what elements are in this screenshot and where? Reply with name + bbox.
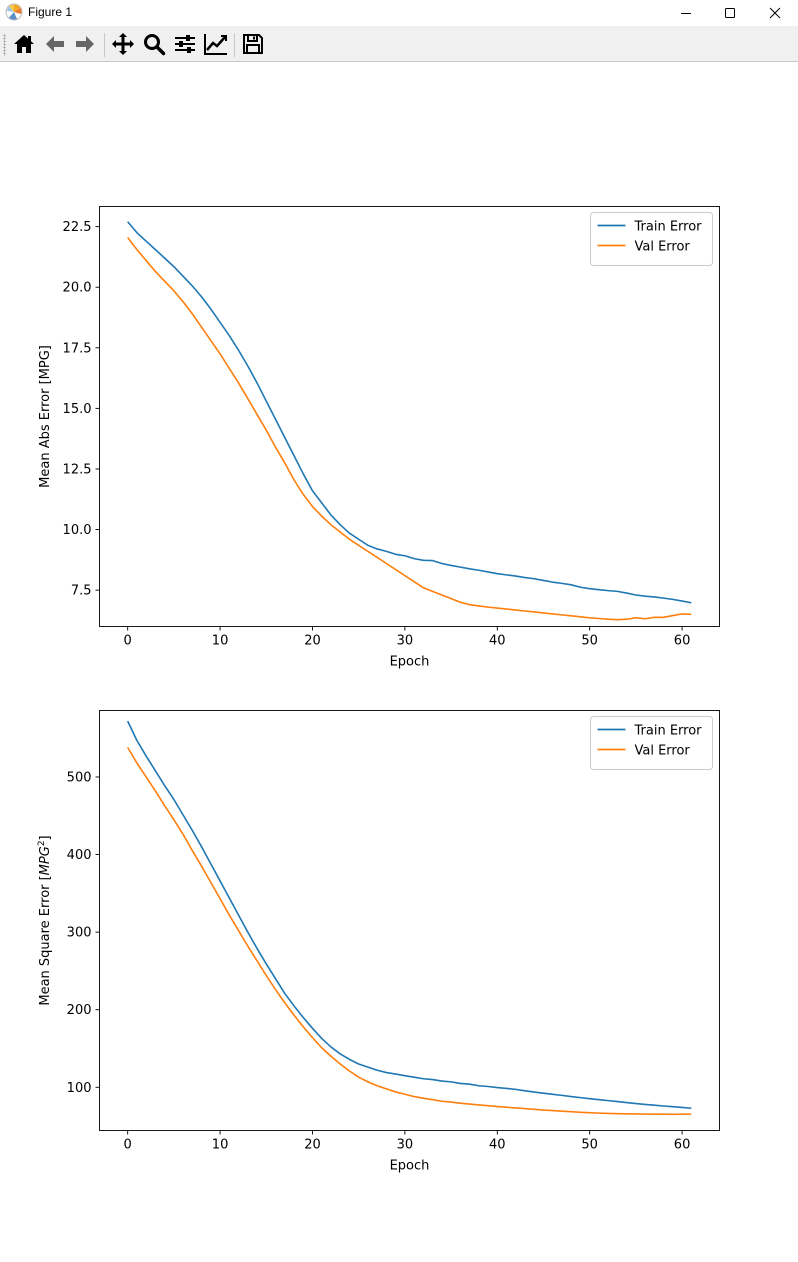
y-axis-label-suffix: ] xyxy=(38,835,53,840)
y-tick-label: 200 xyxy=(67,1003,92,1018)
axes-frame xyxy=(99,710,720,1131)
y-axis-label-math: MPG xyxy=(38,846,53,875)
line-chart-icon xyxy=(204,34,227,55)
y-tick-label: 22.5 xyxy=(63,220,92,235)
matplotlib-logo-icon xyxy=(5,3,23,21)
y-tick-label: 100 xyxy=(67,1081,92,1096)
search-icon xyxy=(144,34,166,56)
close-icon xyxy=(769,7,781,19)
edit-axis-button[interactable] xyxy=(202,30,230,58)
series-line-train-error xyxy=(127,221,692,604)
subplot-2: 0 10 20 30 40 50 60 100 200 300 400 500 Epoch Mean Sq… xyxy=(37,710,720,1174)
y-tick-label: 400 xyxy=(67,848,92,863)
legend: Train Error Val Error xyxy=(590,716,713,770)
legend-label: Val Error xyxy=(635,240,691,255)
x-axis-label: Epoch xyxy=(390,1159,430,1174)
x-tick-label: 60 xyxy=(674,634,691,649)
navigation-toolbar xyxy=(0,26,798,62)
y-tick-label: 12.5 xyxy=(63,462,92,477)
move-icon xyxy=(112,33,134,55)
toolbar-separator xyxy=(234,33,235,57)
y-axis-label-superscript: 2 xyxy=(37,840,47,846)
figure-canvas: 0 10 20 30 40 50 607.510.012.515.017.520.022.5… xyxy=(37,206,720,1174)
axes-frame xyxy=(99,206,720,627)
x-tick-label: 20 xyxy=(304,1138,321,1153)
subplot-1: 0 10 20 30 40 50 60 7.5 10.0 12.5 15.0 17.5 20.0 22.5… xyxy=(38,206,720,670)
toolbar-grip[interactable] xyxy=(3,34,6,56)
pan-button[interactable] xyxy=(109,30,137,58)
series-line-train-error xyxy=(126,720,692,1110)
x-tick-label: 0 xyxy=(124,634,132,649)
toolbar-separator xyxy=(104,33,105,57)
y-tick-label: 15.0 xyxy=(63,402,92,417)
home-icon xyxy=(14,35,34,53)
y-tick-label: 7.5 xyxy=(71,584,92,599)
back-button[interactable] xyxy=(41,30,69,58)
y-tick-label: 500 xyxy=(67,770,92,785)
x-tick-label: 40 xyxy=(489,634,506,649)
sliders-icon xyxy=(175,35,195,53)
window-title: Figure 1 xyxy=(28,5,73,19)
zoom-button[interactable] xyxy=(140,30,168,58)
legend-label: Train Error xyxy=(634,724,703,739)
legend: Train Error Val Error xyxy=(590,212,713,266)
x-axis-label: Epoch xyxy=(390,655,430,670)
save-button[interactable] xyxy=(239,30,267,58)
x-tick-label: 60 xyxy=(674,1138,691,1153)
legend-label: Val Error xyxy=(635,744,691,759)
y-axis-label: Mean Abs Error [MPG] xyxy=(38,345,53,488)
home-button[interactable] xyxy=(10,30,38,58)
minimize-button[interactable] xyxy=(664,0,708,26)
x-tick-label: 20 xyxy=(304,634,321,649)
y-tick-label: 300 xyxy=(67,926,92,941)
configure-subplots-button[interactable] xyxy=(171,30,199,58)
x-tick-label: 30 xyxy=(397,634,414,649)
x-tick-label: 50 xyxy=(581,1138,598,1153)
close-button[interactable] xyxy=(753,0,797,26)
legend-label: Train Error xyxy=(634,220,703,235)
maximize-button[interactable] xyxy=(708,0,752,26)
series-line-val-error xyxy=(127,237,692,621)
y-axis-label: Mean Square Error [MPG2] xyxy=(37,835,53,1005)
arrow-left-icon xyxy=(46,36,64,52)
arrow-right-icon xyxy=(76,36,94,52)
y-tick-label: 17.5 xyxy=(63,341,92,356)
maximize-icon xyxy=(725,8,735,18)
series-line-val-error xyxy=(126,747,692,1116)
x-tick-label: 10 xyxy=(212,1138,229,1153)
x-tick-label: 40 xyxy=(489,1138,506,1153)
minimize-icon xyxy=(681,13,691,14)
title-bar: Figure 1 xyxy=(0,0,798,26)
x-tick-label: 30 xyxy=(397,1138,414,1153)
x-tick-label: 10 xyxy=(212,634,229,649)
y-tick-label: 10.0 xyxy=(63,523,92,538)
y-axis-label-prefix: Mean Square Error [ xyxy=(38,875,53,1005)
forward-button[interactable] xyxy=(71,30,99,58)
x-tick-label: 50 xyxy=(581,634,598,649)
y-tick-label: 20.0 xyxy=(63,281,92,296)
floppy-disk-icon xyxy=(243,34,263,54)
x-tick-label: 0 xyxy=(124,1138,132,1153)
